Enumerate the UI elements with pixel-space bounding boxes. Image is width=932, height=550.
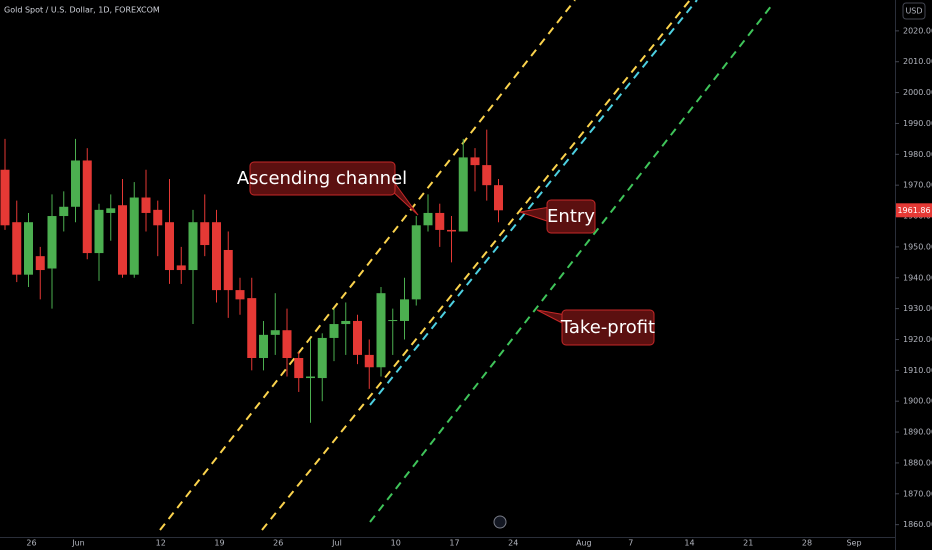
take-profit-line bbox=[369, 4, 773, 523]
candle-body bbox=[306, 376, 315, 379]
x-tick-label: 10 bbox=[391, 539, 401, 548]
x-tick-label: 19 bbox=[214, 539, 224, 548]
y-tick-label: 2020.00 bbox=[903, 26, 932, 35]
y-tick-label: 2000.00 bbox=[903, 88, 932, 97]
callout-channel: Ascending channel bbox=[237, 161, 419, 216]
candle-body bbox=[400, 299, 409, 321]
y-tick-label: 1980.00 bbox=[903, 150, 932, 159]
candle-body bbox=[12, 222, 22, 275]
last-price-label: 1961.86 bbox=[897, 206, 930, 215]
x-tick-label: 21 bbox=[743, 539, 753, 548]
candle-body bbox=[176, 265, 186, 271]
x-tick-label: Jul bbox=[331, 539, 342, 548]
last-price-tag bbox=[896, 203, 932, 218]
currency: USD bbox=[905, 7, 922, 16]
y-tick-label: 1920.00 bbox=[903, 335, 932, 344]
callout-box bbox=[561, 309, 655, 346]
x-tick-label: 17 bbox=[449, 539, 459, 548]
candle-body bbox=[364, 354, 374, 368]
x-tick-label: 26 bbox=[273, 539, 283, 548]
x-tick-label: 7 bbox=[628, 539, 633, 548]
y-tick-label: 1870.00 bbox=[903, 489, 932, 498]
callout-text: Take-profit bbox=[560, 317, 655, 338]
candle-body bbox=[259, 334, 268, 358]
candle-body bbox=[47, 216, 57, 269]
y-tick-label: 1900.00 bbox=[903, 397, 932, 406]
callout-box bbox=[249, 161, 396, 196]
candle-body bbox=[470, 157, 480, 166]
candle-body bbox=[317, 337, 327, 379]
y-tick-label: 1930.00 bbox=[903, 304, 932, 313]
y-tick-label: 1880.00 bbox=[903, 458, 932, 467]
candle-body bbox=[129, 197, 139, 275]
candle-body bbox=[353, 320, 362, 355]
candle-body bbox=[435, 212, 445, 230]
lightning-icon[interactable] bbox=[493, 515, 507, 529]
x-tick-label: Jun bbox=[71, 539, 85, 548]
candle-body bbox=[270, 330, 280, 335]
candle-body bbox=[71, 160, 80, 207]
x-tick-label: 26 bbox=[26, 539, 36, 548]
channel-lines bbox=[159, 0, 773, 531]
y-tick-label: 2010.00 bbox=[903, 57, 932, 66]
candle-body bbox=[376, 293, 386, 368]
candle-body bbox=[411, 225, 421, 300]
y-tick-label: 1950.00 bbox=[903, 242, 932, 251]
x-tick-label: 14 bbox=[684, 539, 694, 548]
x-tick-label: Aug bbox=[576, 539, 592, 548]
candle-body bbox=[482, 165, 492, 186]
y-tick-label: 1990.00 bbox=[903, 119, 932, 128]
x-tick-label: 12 bbox=[156, 539, 166, 548]
candle-body bbox=[235, 290, 245, 300]
candle-body bbox=[423, 212, 433, 226]
candle-body bbox=[200, 222, 210, 246]
candle-body bbox=[106, 208, 116, 213]
chart-title: Gold Spot / U.S. Dollar, 1D, FOREXCOM bbox=[4, 6, 160, 15]
candle-body bbox=[282, 330, 292, 358]
channel-lower bbox=[261, 0, 691, 531]
y-tick-label: 1860.00 bbox=[903, 520, 932, 529]
candle-body bbox=[458, 157, 468, 232]
candle-body bbox=[329, 324, 339, 338]
y-tick-label: 1890.00 bbox=[903, 428, 932, 437]
candle-body bbox=[82, 160, 92, 254]
candle-body bbox=[447, 229, 456, 232]
x-tick-label: 24 bbox=[508, 539, 518, 548]
x-tick-label: 28 bbox=[802, 539, 812, 548]
candle-body bbox=[35, 256, 45, 271]
channel-upper bbox=[159, 0, 576, 531]
candle-body bbox=[188, 222, 198, 271]
candle-body bbox=[24, 222, 33, 275]
candle-body bbox=[0, 169, 10, 226]
candle-body bbox=[247, 298, 257, 358]
entry-line bbox=[369, 0, 698, 406]
candle-body bbox=[118, 205, 127, 275]
callout-box bbox=[546, 199, 596, 234]
y-tick-label: 1910.00 bbox=[903, 366, 932, 375]
y-tick-label: 1970.00 bbox=[903, 181, 932, 190]
callout-entry: Entry bbox=[519, 199, 596, 234]
callout-text: Entry bbox=[547, 206, 595, 227]
candle-body bbox=[294, 358, 304, 379]
candles bbox=[0, 129, 503, 423]
currency-box bbox=[902, 2, 926, 20]
candle-body bbox=[153, 209, 163, 226]
callout-take-profit: Take-profit bbox=[536, 309, 655, 346]
candle-body bbox=[388, 320, 398, 322]
callout-text: Ascending channel bbox=[237, 168, 407, 189]
y-tick-label: 1940.00 bbox=[903, 273, 932, 282]
candle-body bbox=[494, 185, 503, 211]
candle-body bbox=[165, 222, 174, 271]
candle-body bbox=[212, 222, 221, 291]
candle-body bbox=[341, 320, 351, 325]
x-tick-label: Sep bbox=[846, 539, 861, 548]
candle-body bbox=[141, 197, 151, 213]
candle-body bbox=[223, 249, 233, 291]
candle-body bbox=[59, 206, 69, 217]
candle-body bbox=[94, 209, 104, 254]
